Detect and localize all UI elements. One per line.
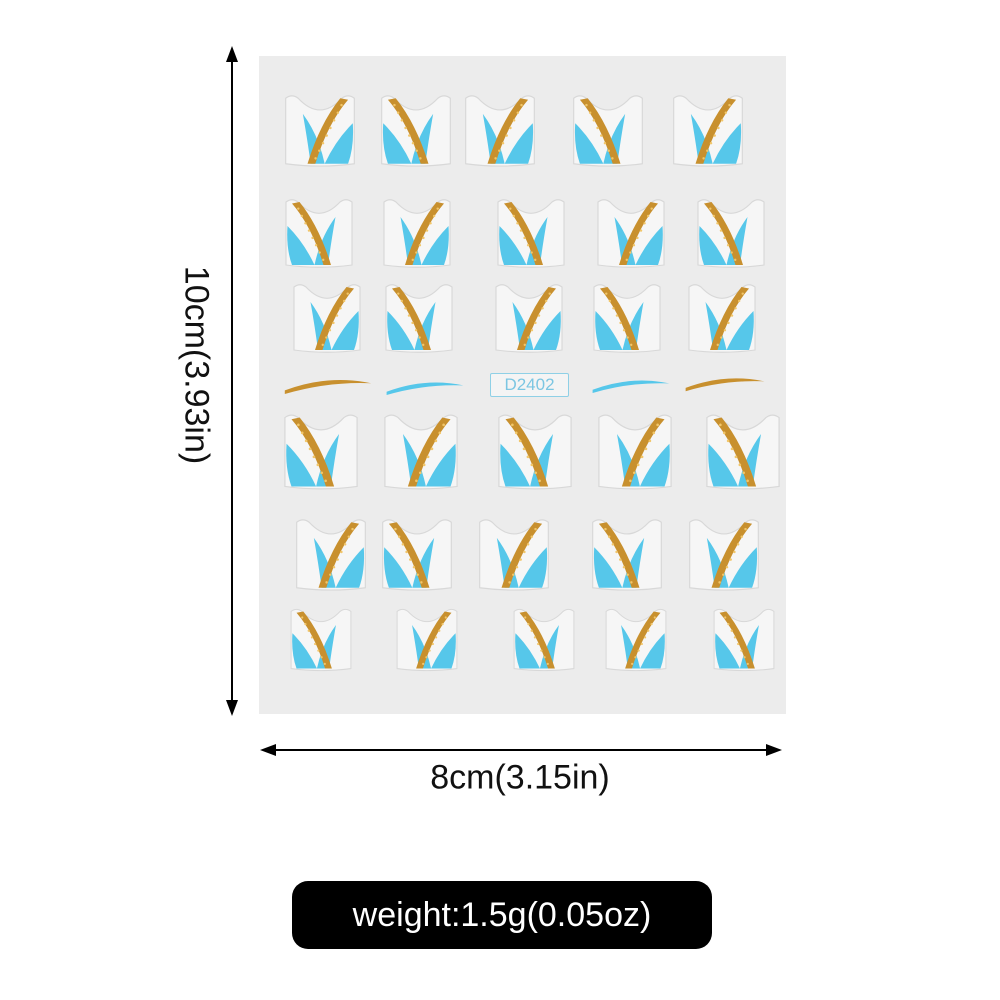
nail-sticker (382, 519, 452, 591)
nail-sticker (706, 414, 780, 490)
nail-sticker (296, 519, 366, 591)
weight-badge: weight:1.5g(0.05oz) (292, 881, 712, 949)
strip-sticker (685, 378, 765, 392)
height-dimension-label: 10cm(3.93in) (177, 265, 216, 465)
nail-sticker (593, 284, 661, 353)
nail-sticker (497, 199, 565, 268)
strip-sticker (592, 380, 670, 393)
strip-sticker (386, 382, 464, 395)
sticker-sheet: D2402 (259, 56, 786, 714)
nail-sticker (384, 414, 458, 490)
nail-sticker (605, 608, 667, 672)
nail-sticker (290, 608, 352, 672)
width-arrow-right-head (766, 744, 782, 756)
nail-sticker (713, 608, 775, 672)
strip-sticker (284, 379, 372, 394)
nail-sticker (465, 95, 535, 167)
nail-sticker (385, 284, 453, 353)
height-arrow-bottom-head (226, 700, 238, 716)
nail-sticker (673, 95, 743, 167)
nail-sticker (597, 199, 665, 268)
sheet-code-label: D2402 (490, 373, 569, 397)
nail-sticker (293, 284, 361, 353)
nail-sticker (396, 608, 458, 672)
nail-sticker (381, 95, 451, 167)
nail-sticker (689, 519, 759, 591)
nail-sticker (513, 608, 575, 672)
nail-sticker (573, 95, 643, 167)
width-dimension-label: 8cm(3.15in) (430, 758, 610, 797)
width-arrow-left-head (260, 744, 276, 756)
nail-sticker (495, 284, 563, 353)
nail-sticker (688, 284, 756, 353)
nail-sticker (285, 95, 355, 167)
nail-sticker (383, 199, 451, 268)
nail-sticker (697, 199, 765, 268)
nail-sticker (592, 519, 662, 591)
nail-sticker (498, 414, 572, 490)
nail-sticker (284, 414, 358, 490)
nail-sticker (285, 199, 353, 268)
nail-sticker (479, 519, 549, 591)
height-arrow-top-head (226, 46, 238, 62)
nail-sticker (598, 414, 672, 490)
